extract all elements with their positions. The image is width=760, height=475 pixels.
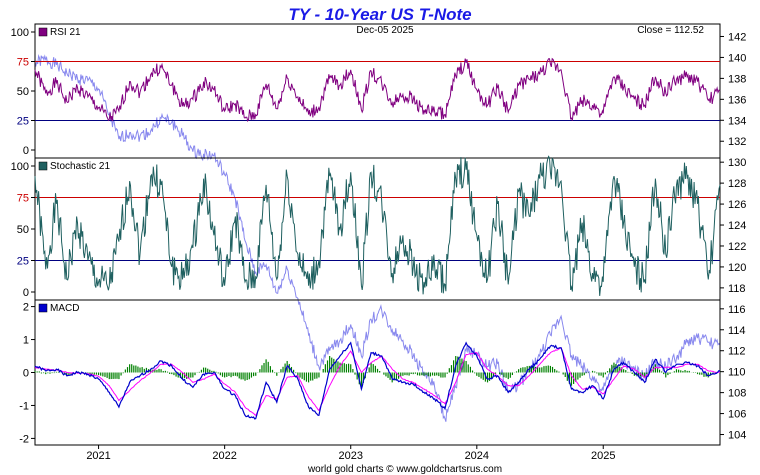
price-tick-label-140: 140	[728, 52, 746, 64]
stoch-tick-label-25: 25	[17, 256, 29, 268]
price-tick-label-116: 116	[728, 304, 746, 316]
price-tick-label-122: 122	[728, 241, 746, 253]
rsi-tick-label-100: 100	[11, 27, 29, 39]
stoch-legend-swatch	[38, 161, 48, 171]
price-tick-label-136: 136	[728, 94, 746, 106]
macd-legend-swatch	[38, 303, 48, 313]
price-tick-label-104: 104	[728, 430, 746, 442]
stoch-tick-label-0: 0	[23, 287, 29, 299]
price-tick-label-138: 138	[728, 73, 746, 85]
stoch-tick-label-100: 100	[11, 161, 29, 173]
rsi-legend-label: RSI 21	[50, 27, 81, 38]
x-tick-label-2025: 2025	[591, 450, 615, 462]
stoch-tick-label-75: 75	[17, 193, 29, 205]
price-tick-label-108: 108	[728, 388, 746, 400]
x-tick-label-2022: 2022	[212, 450, 236, 462]
price-tick-label-142: 142	[728, 31, 746, 43]
price-tick-label-134: 134	[728, 115, 746, 127]
rsi-tick-label-0: 0	[23, 145, 29, 157]
footer-credit: world gold charts © www.goldchartsrus.co…	[307, 464, 502, 475]
macd-line	[34, 341, 721, 420]
rsi-legend-swatch	[38, 27, 48, 37]
price-tick-label-124: 124	[728, 220, 746, 232]
x-tick-label-2021: 2021	[86, 450, 110, 462]
stoch-legend-label: Stochastic 21	[50, 161, 110, 172]
x-tick-label-2023: 2023	[338, 450, 362, 462]
axes-layer: 0 25 50 75 100 0 25 50 75 100 -2 -1 0 1 2 104 106 108 110 1…	[11, 27, 747, 462]
date-label: Dec-05 2025	[356, 25, 414, 36]
price-tick-label-126: 126	[728, 199, 746, 211]
macd-histogram	[34, 356, 721, 389]
macd-tick-label-0: 0	[23, 368, 29, 380]
price-tick-label-114: 114	[728, 325, 746, 337]
rsi-tick-label-25: 25	[17, 116, 29, 128]
price-tick-label-128: 128	[728, 178, 746, 190]
price-line	[34, 53, 721, 422]
panels-layer: RSI 21 Stochastic 21 MACD	[34, 23, 721, 446]
macd-tick-label-2: 2	[23, 302, 29, 314]
panel-frame-rsi	[34, 23, 721, 159]
price-layer	[34, 53, 721, 422]
stoch-tick-label-50: 50	[17, 224, 29, 236]
chart-title: TY - 10-Year US T-Note	[288, 5, 471, 24]
macd-tick-label--1: -1	[19, 400, 29, 412]
x-tick-label-2024: 2024	[465, 450, 489, 462]
macd-tick-label--2: -2	[19, 433, 29, 445]
stoch-series-line	[34, 155, 721, 296]
rsi-tick-label-75: 75	[17, 57, 29, 69]
price-tick-label-106: 106	[728, 409, 746, 421]
macd-signal-line	[34, 347, 721, 416]
rsi-series-line	[34, 57, 721, 123]
macd-legend-label: MACD	[50, 303, 79, 314]
close-label: Close = 112.52	[637, 25, 704, 36]
price-tick-label-118: 118	[728, 283, 746, 295]
macd-tick-label-1: 1	[23, 335, 29, 347]
price-tick-label-120: 120	[728, 262, 746, 274]
rsi-tick-label-50: 50	[17, 86, 29, 98]
price-tick-label-130: 130	[728, 157, 746, 169]
price-tick-label-112: 112	[728, 346, 746, 358]
price-tick-label-110: 110	[728, 367, 746, 379]
price-tick-label-132: 132	[728, 136, 746, 148]
